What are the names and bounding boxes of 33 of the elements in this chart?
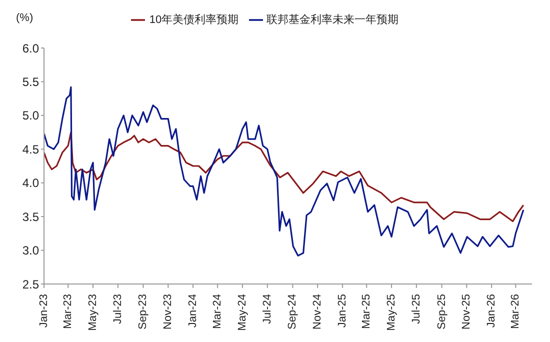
x-tick-label: May-24 [236, 294, 248, 331]
y-tick-label: 3.5 [22, 210, 40, 224]
x-tick-label: Jul-24 [261, 294, 274, 324]
x-tick-label: Sep-23 [137, 294, 150, 330]
x-tick-label: Mar-25 [360, 294, 373, 329]
x-tick-label: Sep-24 [286, 294, 299, 330]
x-tick-label: Jul-25 [410, 294, 422, 324]
x-tick-label: Mar-26 [510, 294, 522, 329]
x-tick-label: Jan-25 [336, 294, 349, 328]
x-tick-label: Jan-26 [486, 294, 498, 328]
x-tick-label: Jul-23 [112, 294, 124, 324]
y-tick-label: 6.0 [22, 41, 40, 56]
legend-label: 联邦基金利率未来一年预期 [266, 14, 399, 26]
y-tick-label: 4.0 [22, 176, 40, 190]
y-tick-label: 4.5 [22, 142, 40, 156]
x-tick-label: May-25 [386, 294, 398, 331]
x-tick-label: Nov-24 [312, 294, 324, 330]
x-tick-label: May-23 [87, 294, 100, 331]
x-tick-label: Mar-23 [62, 294, 74, 329]
y-axis-title: (%) [16, 12, 34, 24]
y-tick-label: 5.5 [22, 74, 40, 89]
line-series [44, 86, 524, 256]
x-tick-label: Nov-23 [162, 294, 174, 330]
x-tick-label: Jan-23 [38, 294, 50, 328]
x-tick-label: Sep-25 [436, 294, 448, 330]
line-series [44, 131, 524, 222]
legend-label: 10年美债利率预期 [149, 14, 239, 26]
x-tick-label: Jan-24 [187, 294, 200, 328]
y-tick-label: 5.0 [22, 108, 40, 123]
y-tick-label: 2.5 [22, 277, 40, 292]
x-tick-label: Nov-25 [460, 294, 473, 330]
x-tick-label: Mar-24 [212, 294, 224, 329]
y-tick-label: 3.0 [22, 244, 40, 258]
